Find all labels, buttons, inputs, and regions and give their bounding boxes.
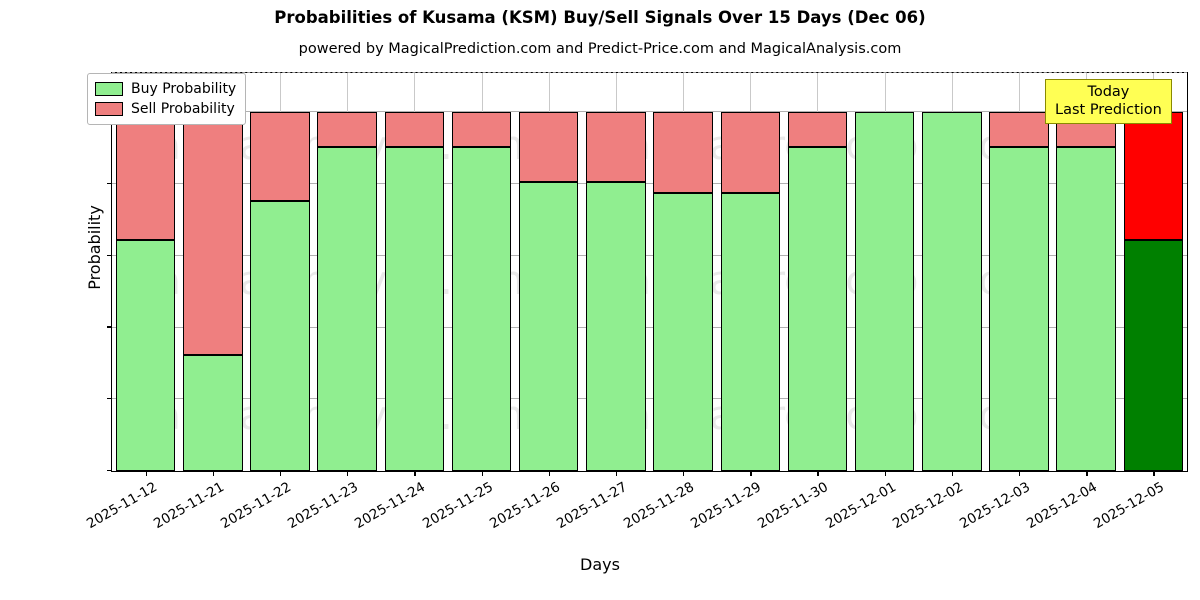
bar-2025-11-23[interactable]	[317, 112, 377, 471]
gridline	[112, 398, 1187, 400]
gridline	[112, 111, 1187, 113]
y-axis-label: Probability	[84, 205, 104, 290]
bar-2025-11-30[interactable]	[787, 112, 848, 471]
bar-2025-12-04[interactable]	[1056, 112, 1116, 471]
bar-2025-11-22[interactable]	[250, 112, 310, 471]
bar-segment-sell[interactable]	[451, 112, 512, 148]
gridline	[112, 183, 1187, 185]
bar-segment-sell[interactable]	[518, 112, 579, 183]
bar-segment-sell[interactable]	[384, 112, 445, 148]
x-tick-mark	[683, 471, 685, 476]
bar-2025-12-05[interactable]	[1123, 112, 1184, 471]
bar-2025-11-28[interactable]	[653, 112, 713, 471]
bar-segment-buy[interactable]	[854, 112, 915, 471]
today-annotation-line1: Today	[1087, 84, 1130, 100]
bar-2025-11-29[interactable]	[720, 112, 780, 471]
bar-segment-sell[interactable]	[115, 112, 176, 240]
x-axis-label: Days	[580, 555, 620, 574]
bar-2025-11-24[interactable]	[384, 112, 445, 471]
bar-segment-buy[interactable]	[250, 201, 310, 471]
bar-2025-11-21[interactable]	[183, 112, 243, 471]
bar-segment-buy[interactable]	[787, 147, 848, 471]
bar-segment-sell[interactable]	[720, 112, 780, 194]
x-tick-mark	[1086, 471, 1088, 476]
bar-2025-11-25[interactable]	[451, 112, 512, 471]
bar-segment-buy[interactable]	[518, 182, 579, 471]
bar-segment-buy[interactable]	[586, 182, 646, 471]
y-tick-mark	[107, 182, 112, 185]
x-tick-mark	[884, 471, 886, 476]
bar-segment-sell[interactable]	[1123, 112, 1184, 240]
x-tick-mark	[750, 471, 752, 476]
bar-segment-buy[interactable]	[451, 147, 512, 471]
bar-segment-sell[interactable]	[989, 112, 1049, 148]
bar-2025-11-27[interactable]	[586, 112, 646, 471]
x-tick-mark	[1019, 471, 1021, 476]
bar-segment-sell[interactable]	[250, 112, 310, 202]
x-tick-mark	[414, 471, 416, 476]
plot-area: MagicalAnalysis.comMagicalPrediction.com…	[84, 72, 1188, 532]
legend-swatch-icon	[95, 82, 123, 96]
bar-segment-buy[interactable]	[1056, 147, 1116, 471]
y-tick-mark	[107, 326, 112, 328]
legend-item-buy[interactable]: Buy Probability	[95, 79, 236, 99]
x-tick-mark	[817, 471, 819, 476]
x-tick-mark	[548, 471, 551, 476]
chart-subtitle: powered by MagicalPrediction.com and Pre…	[298, 41, 902, 57]
x-tick-mark	[279, 471, 282, 476]
legend-item-sell[interactable]: Sell Probability	[95, 99, 236, 119]
today-annotation: Today Last Prediction	[1045, 79, 1172, 124]
bar-segment-buy[interactable]	[384, 147, 445, 471]
bar-2025-12-03[interactable]	[989, 112, 1049, 471]
x-tick-mark	[212, 471, 215, 476]
bar-2025-11-26[interactable]	[518, 112, 579, 471]
y-tick-mark	[107, 398, 112, 400]
gridline	[112, 326, 1187, 328]
bar-segment-sell[interactable]	[653, 112, 713, 194]
today-annotation-line2: Last Prediction	[1055, 102, 1162, 118]
bar-segment-buy[interactable]	[115, 239, 176, 471]
bar-segment-sell[interactable]	[586, 112, 646, 183]
x-tick-mark	[347, 471, 349, 476]
y-tick-mark	[107, 469, 112, 471]
legend-swatch-icon	[95, 102, 123, 116]
bar-segment-buy[interactable]	[653, 193, 713, 471]
y-tick-mark	[107, 254, 112, 256]
legend: Buy Probability Sell Probability	[87, 73, 247, 125]
bar-segment-buy[interactable]	[1123, 239, 1184, 471]
legend-label: Buy Probability	[131, 81, 237, 97]
gridline	[112, 254, 1187, 256]
reference-line	[112, 72, 1187, 73]
bar-segment-buy[interactable]	[922, 112, 982, 471]
bar-segment-buy[interactable]	[183, 355, 243, 471]
x-tick-mark	[1153, 471, 1155, 476]
bar-segment-buy[interactable]	[989, 147, 1049, 471]
bar-2025-12-02[interactable]	[922, 112, 982, 471]
x-tick-mark	[481, 471, 483, 476]
page-title: Probabilities of Kusama (KSM) Buy/Sell S…	[274, 8, 926, 27]
x-tick-mark	[951, 471, 954, 476]
bar-segment-sell[interactable]	[317, 112, 377, 148]
bar-segment-sell[interactable]	[787, 112, 848, 148]
bar-segment-sell[interactable]	[183, 112, 243, 356]
legend-label: Sell Probability	[131, 101, 235, 117]
bar-segment-buy[interactable]	[317, 147, 377, 471]
bar-2025-12-01[interactable]	[854, 112, 915, 471]
x-tick-mark	[615, 471, 618, 476]
x-tick-mark	[145, 471, 147, 476]
bar-segment-buy[interactable]	[720, 193, 780, 471]
bar-2025-11-12[interactable]	[115, 112, 176, 471]
bars-layer	[112, 73, 1187, 471]
